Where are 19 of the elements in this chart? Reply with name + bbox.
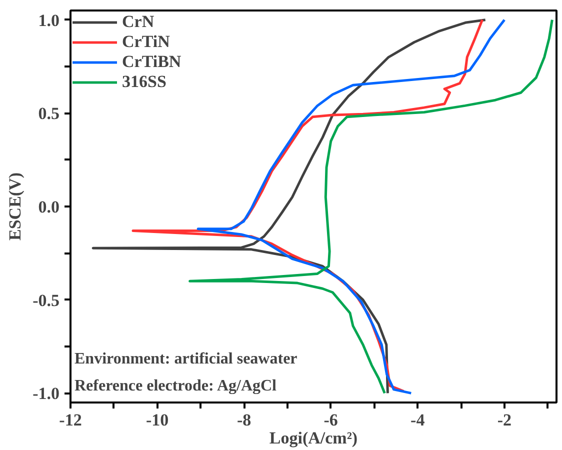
x-tick-label: -6 [324,410,338,430]
x-tick-label: -2 [497,410,512,430]
y-tick-label: 1.0 [38,10,60,30]
legend-label: 316SS [122,72,166,92]
legend-label: CrTiBN [122,52,182,72]
x-tick-label: -8 [236,410,252,430]
x-axis-title: Logi(A/cm²) [269,428,358,448]
y-tick-label: -0.5 [32,290,60,310]
annotation: Reference electrode: Ag/AgCl [74,378,278,394]
x-tick-label: -4 [410,410,426,430]
y-tick-label: 0.0 [38,198,60,216]
legend-label: CrTiN [122,32,170,52]
y-tick-label: 0.5 [38,104,60,124]
x-tick-label: -10 [146,410,169,430]
legend-label: CrN [122,12,154,32]
y-tick-label: -1.0 [32,384,60,404]
annotation: Environment: artificial seawater [74,350,298,368]
y-axis-title: ESCE(V) [6,172,25,241]
x-tick-label: -12 [59,410,82,430]
